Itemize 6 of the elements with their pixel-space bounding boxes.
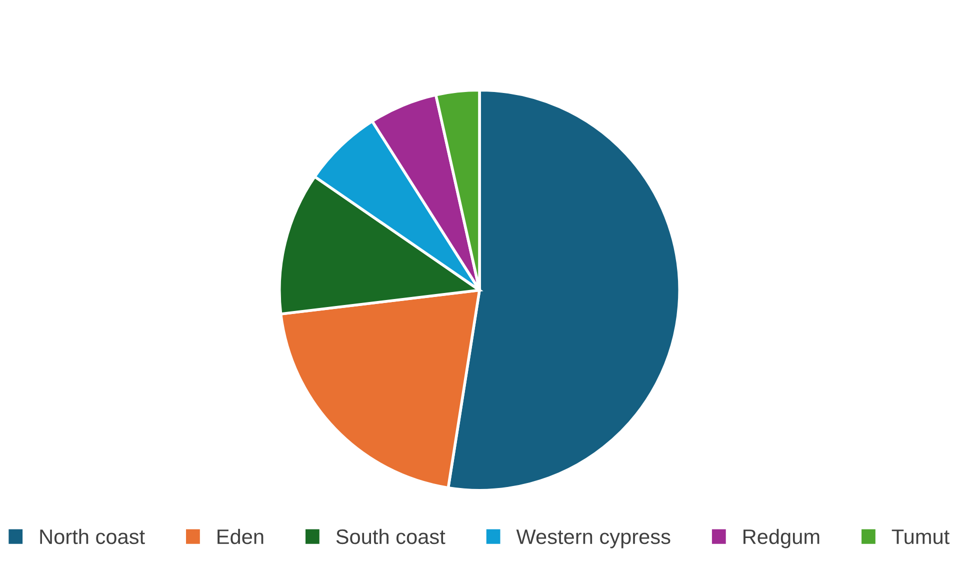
legend-label: Redgum — [744, 528, 820, 548]
legend-label: Western cypress — [516, 530, 670, 548]
legend-label: Eden — [218, 528, 264, 544]
legend-label: North coast — [40, 528, 145, 544]
legend-label: Tumut — [892, 530, 950, 544]
legend-label: South coast — [336, 528, 446, 544]
